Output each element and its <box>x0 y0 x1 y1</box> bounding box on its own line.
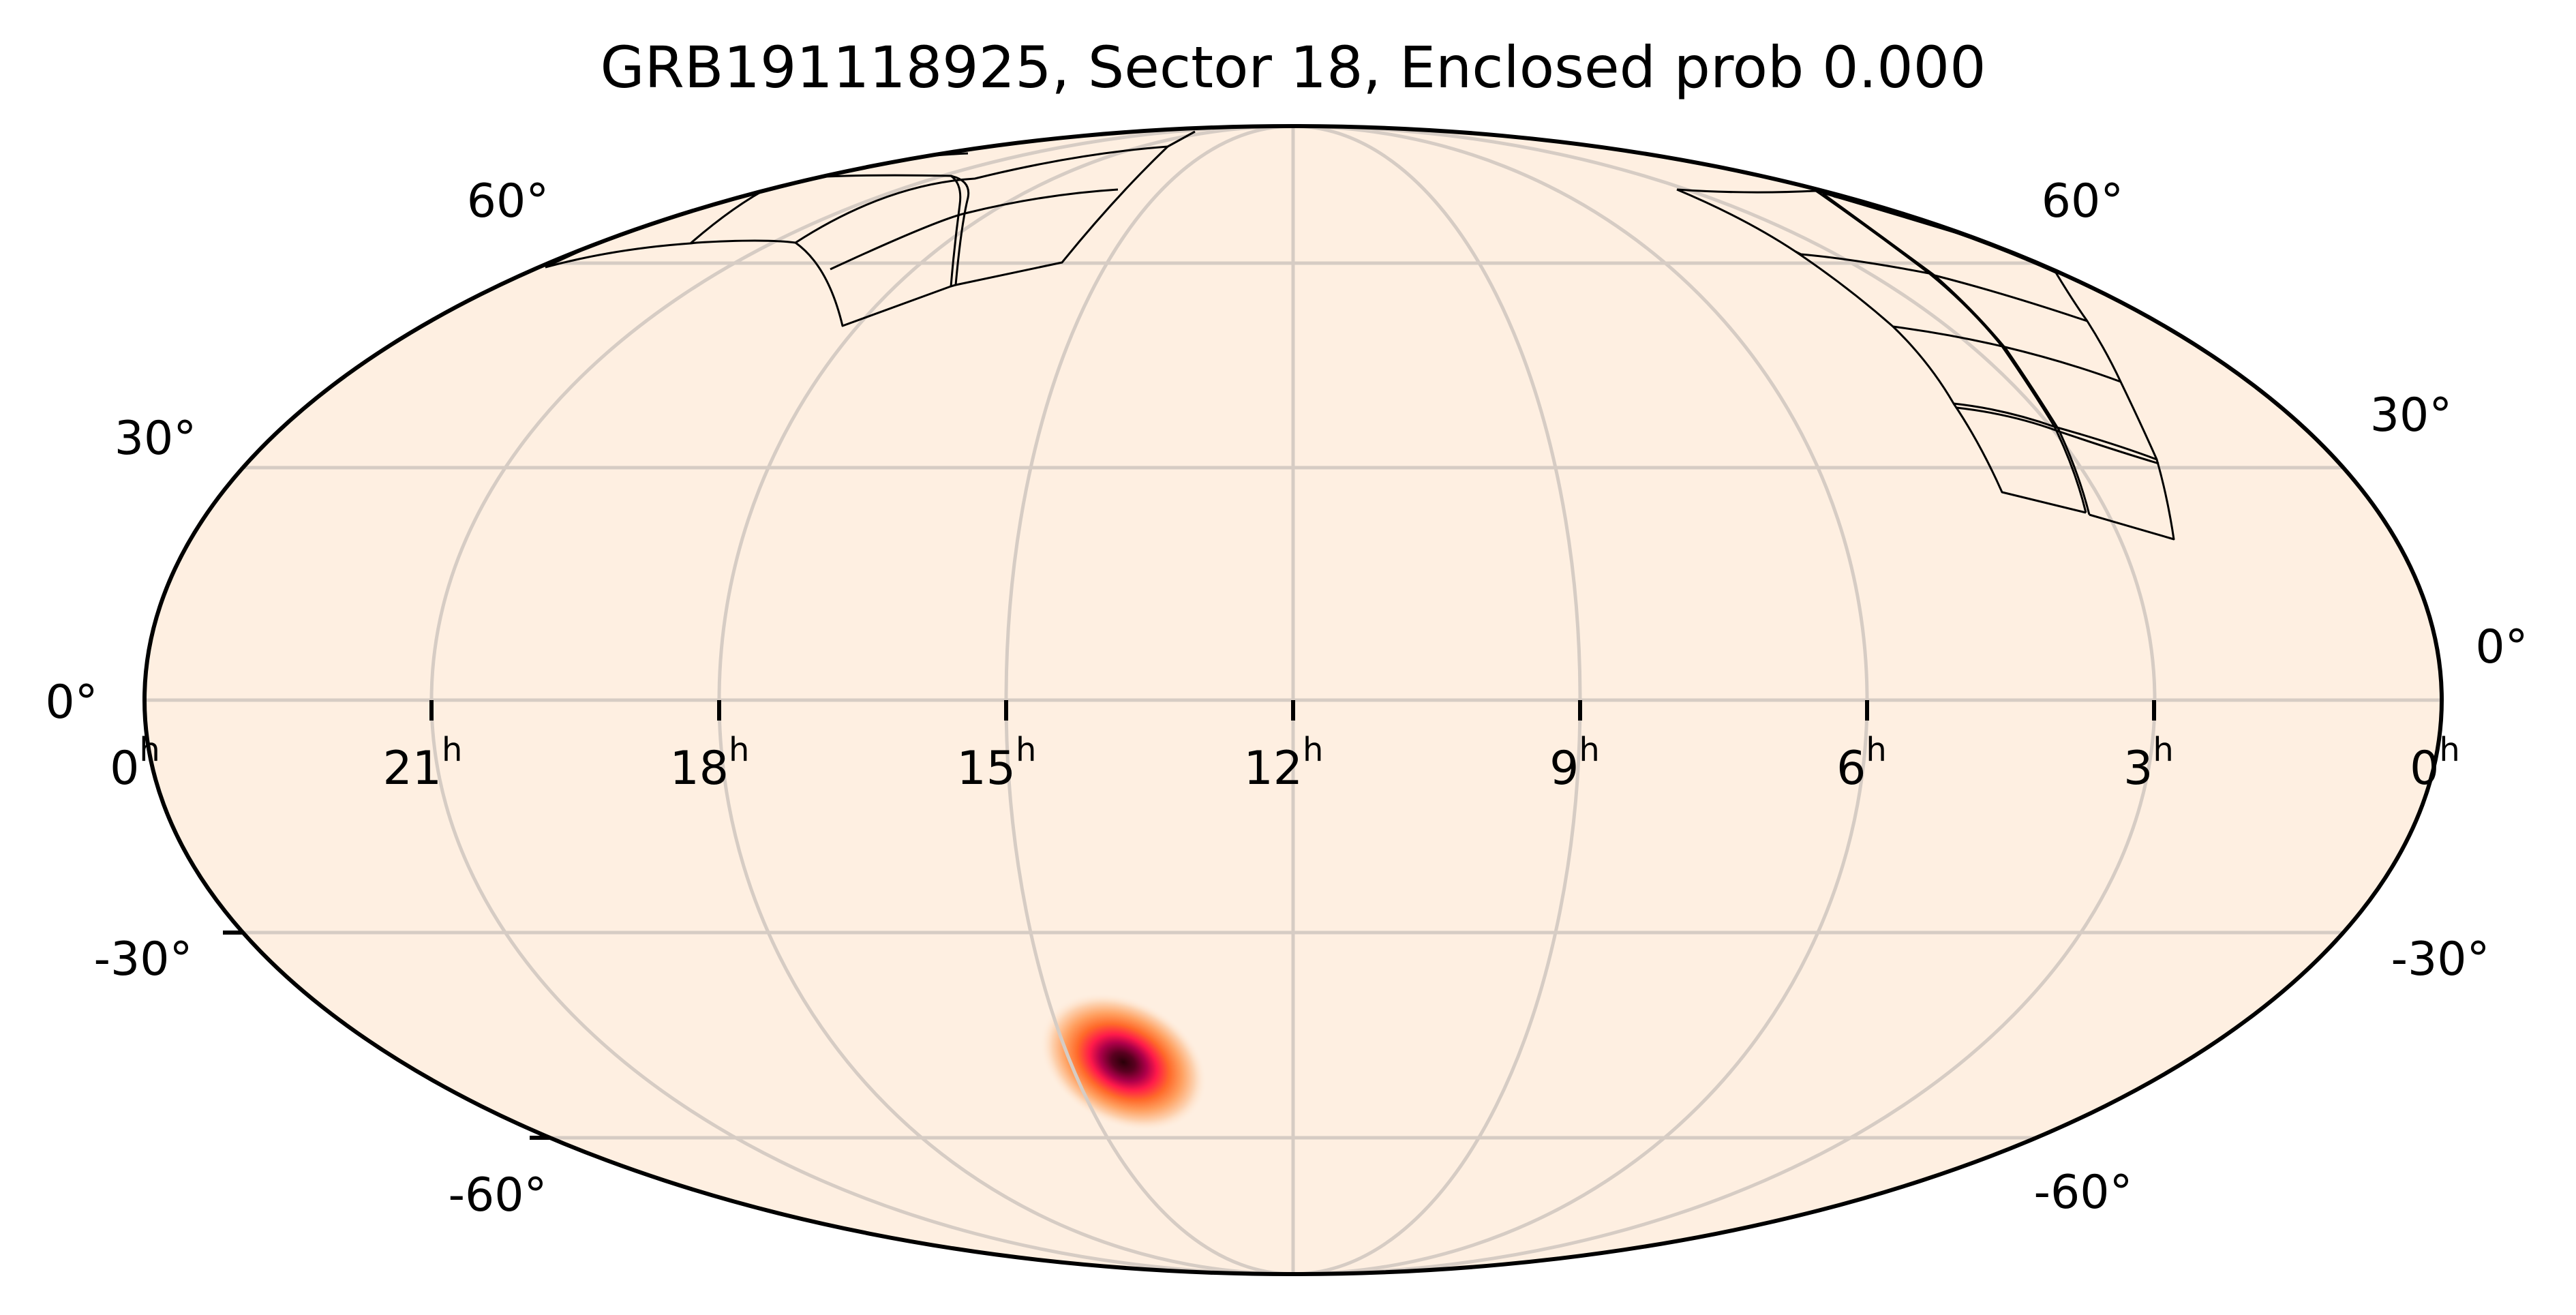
map-frame <box>142 124 2444 1276</box>
dec-label-left-m60: -60° <box>448 1168 547 1222</box>
dec-label-left-m30: -30° <box>93 933 192 986</box>
dec-label-left-30: 30° <box>115 412 197 466</box>
ra-label-9h: 9h <box>1549 731 1600 796</box>
dec-label-right-0: 0° <box>2475 620 2528 674</box>
dec-label-right-m60: -60° <box>2033 1166 2132 1220</box>
ra-ticks <box>429 700 2156 721</box>
ra-label-21h: 21h <box>383 731 463 796</box>
dec-labels-left: 60° 30° 0° -30° -60° <box>45 175 549 1222</box>
dec-label-right-m30: -30° <box>2391 933 2489 986</box>
ra-label-3h: 3h <box>2123 731 2174 796</box>
dec-label-right-30: 30° <box>2370 389 2453 442</box>
dec-label-left-60: 60° <box>467 175 549 228</box>
dec-label-left-0: 0° <box>45 676 97 729</box>
ra-labels: 0h 21h 18h 15h 12h 9h 6h 3h 0h <box>110 731 2460 796</box>
ra-label-6h: 6h <box>1836 731 1887 796</box>
footprint-right-group <box>1676 188 2175 541</box>
ra-label-18h: 18h <box>670 731 750 796</box>
ra-label-0h-right: 0h <box>2410 731 2460 796</box>
chart-title: GRB191118925, Sector 18, Enclosed prob 0… <box>600 34 1986 101</box>
dec-label-right-60: 60° <box>2042 175 2124 228</box>
dec-ticks <box>223 931 551 1140</box>
dec-labels-right: 60° 30° 0° -30° -60° <box>2033 175 2528 1220</box>
ra-label-12h: 12h <box>1244 731 1324 796</box>
ra-label-15h: 15h <box>957 731 1037 796</box>
localization-blob <box>1040 993 1207 1132</box>
ra-label-0h-left: 0h <box>110 731 160 796</box>
